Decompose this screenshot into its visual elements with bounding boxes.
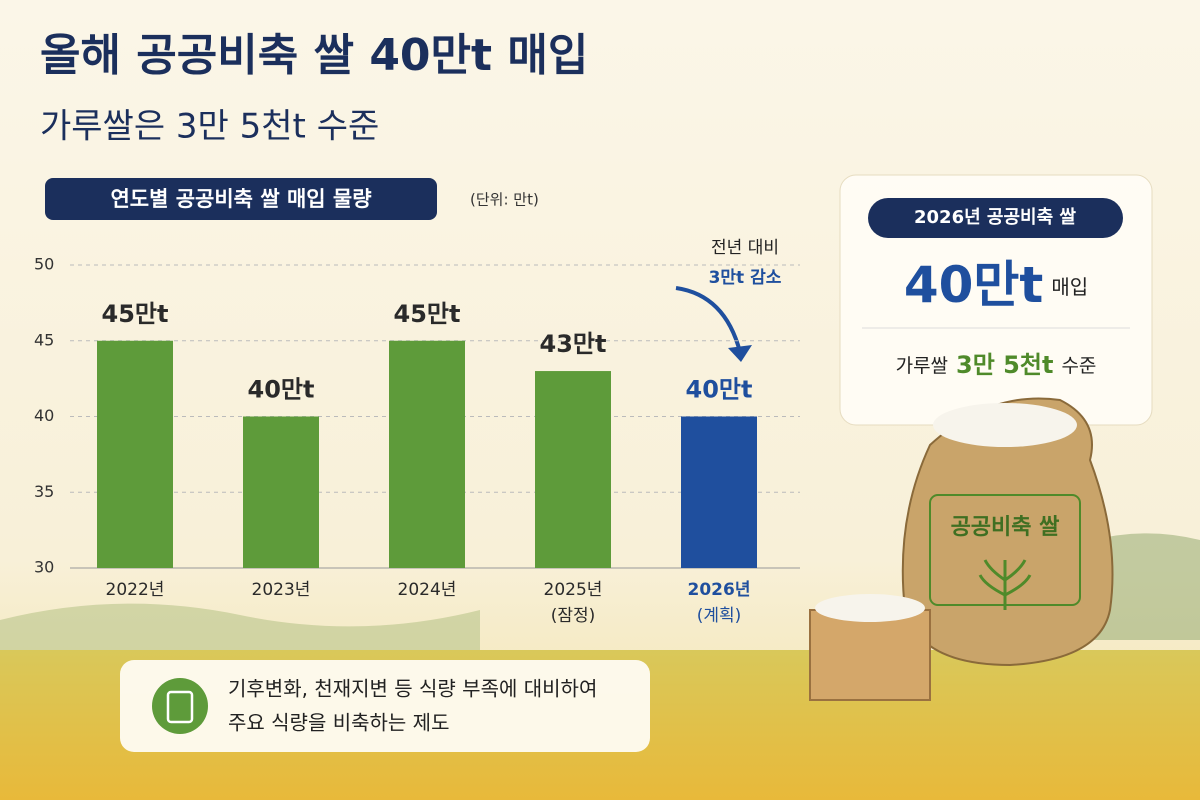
chart-title: 연도별 공공비축 쌀 매입 물량 bbox=[110, 187, 371, 211]
bar bbox=[97, 340, 173, 568]
card-amount: 40만t bbox=[904, 256, 1043, 314]
chart-title-badge bbox=[45, 178, 437, 220]
x-tick-label: 2025년 bbox=[544, 580, 603, 600]
x-tick-note: (잠정) bbox=[551, 606, 596, 626]
title: 올해 공공비축 쌀 40만t 매입 bbox=[40, 30, 588, 81]
card-sub: 가루쌀 bbox=[896, 355, 948, 377]
note-text: 기후변화, 천재지변 등 식량 부족에 대비하여 bbox=[228, 677, 597, 701]
value-label: 43만t bbox=[540, 330, 607, 358]
bar bbox=[243, 416, 319, 568]
unit: (단위: 만t) bbox=[470, 191, 539, 209]
annotation-arrowhead bbox=[728, 345, 752, 362]
value-label: 45만t bbox=[102, 300, 169, 328]
wooden-box bbox=[809, 609, 931, 701]
card-sub-highlight: 3만 5천t bbox=[956, 351, 1053, 379]
y-tick-label: 35 bbox=[34, 482, 54, 501]
card-amount-suffix: 매입 bbox=[1051, 275, 1088, 299]
x-tick-label: 2022년 bbox=[106, 580, 165, 600]
rice bbox=[815, 594, 925, 622]
value-label: 40만t bbox=[248, 376, 315, 404]
x-tick-label: 2023년 bbox=[252, 580, 311, 600]
bar bbox=[389, 340, 465, 568]
y-tick-label: 50 bbox=[34, 255, 54, 274]
y-tick-label: 40 bbox=[34, 406, 54, 425]
x-tick-label: 2024년 bbox=[398, 580, 457, 600]
subtitle: 가루쌀은 3만 5천t 수준 bbox=[40, 107, 379, 147]
y-tick-label: 45 bbox=[34, 330, 54, 349]
x-tick-label: 2026년 bbox=[688, 580, 751, 600]
annotation: 3만t 감소 bbox=[709, 268, 782, 288]
value-label: 40만t bbox=[686, 376, 753, 404]
y-tick-label: 30 bbox=[34, 558, 54, 577]
annotation: 전년 대비 bbox=[711, 238, 779, 258]
card-badge-text: 2026년 공공비축 쌀 bbox=[914, 207, 1076, 228]
card-sub-line: 가루쌀 3만 5천t 수준 bbox=[896, 351, 1097, 379]
bag-label: 공공비축 쌀 bbox=[951, 515, 1060, 540]
bar bbox=[535, 371, 611, 568]
bar bbox=[681, 416, 757, 568]
note-text: 주요 식량을 비축하는 제도 bbox=[228, 711, 449, 735]
card-badge bbox=[868, 198, 1123, 238]
bag-emblem bbox=[978, 559, 1032, 610]
card-amount-line: 40만t 매입 bbox=[904, 256, 1088, 314]
rice bbox=[933, 403, 1077, 447]
note-icon bbox=[152, 678, 208, 734]
x-tick-note: (계획) bbox=[697, 606, 742, 626]
note-icon-clipboard bbox=[166, 690, 194, 724]
note-box bbox=[120, 660, 650, 752]
card-sub: 수준 bbox=[1061, 355, 1096, 377]
value-label: 45만t bbox=[394, 300, 461, 328]
